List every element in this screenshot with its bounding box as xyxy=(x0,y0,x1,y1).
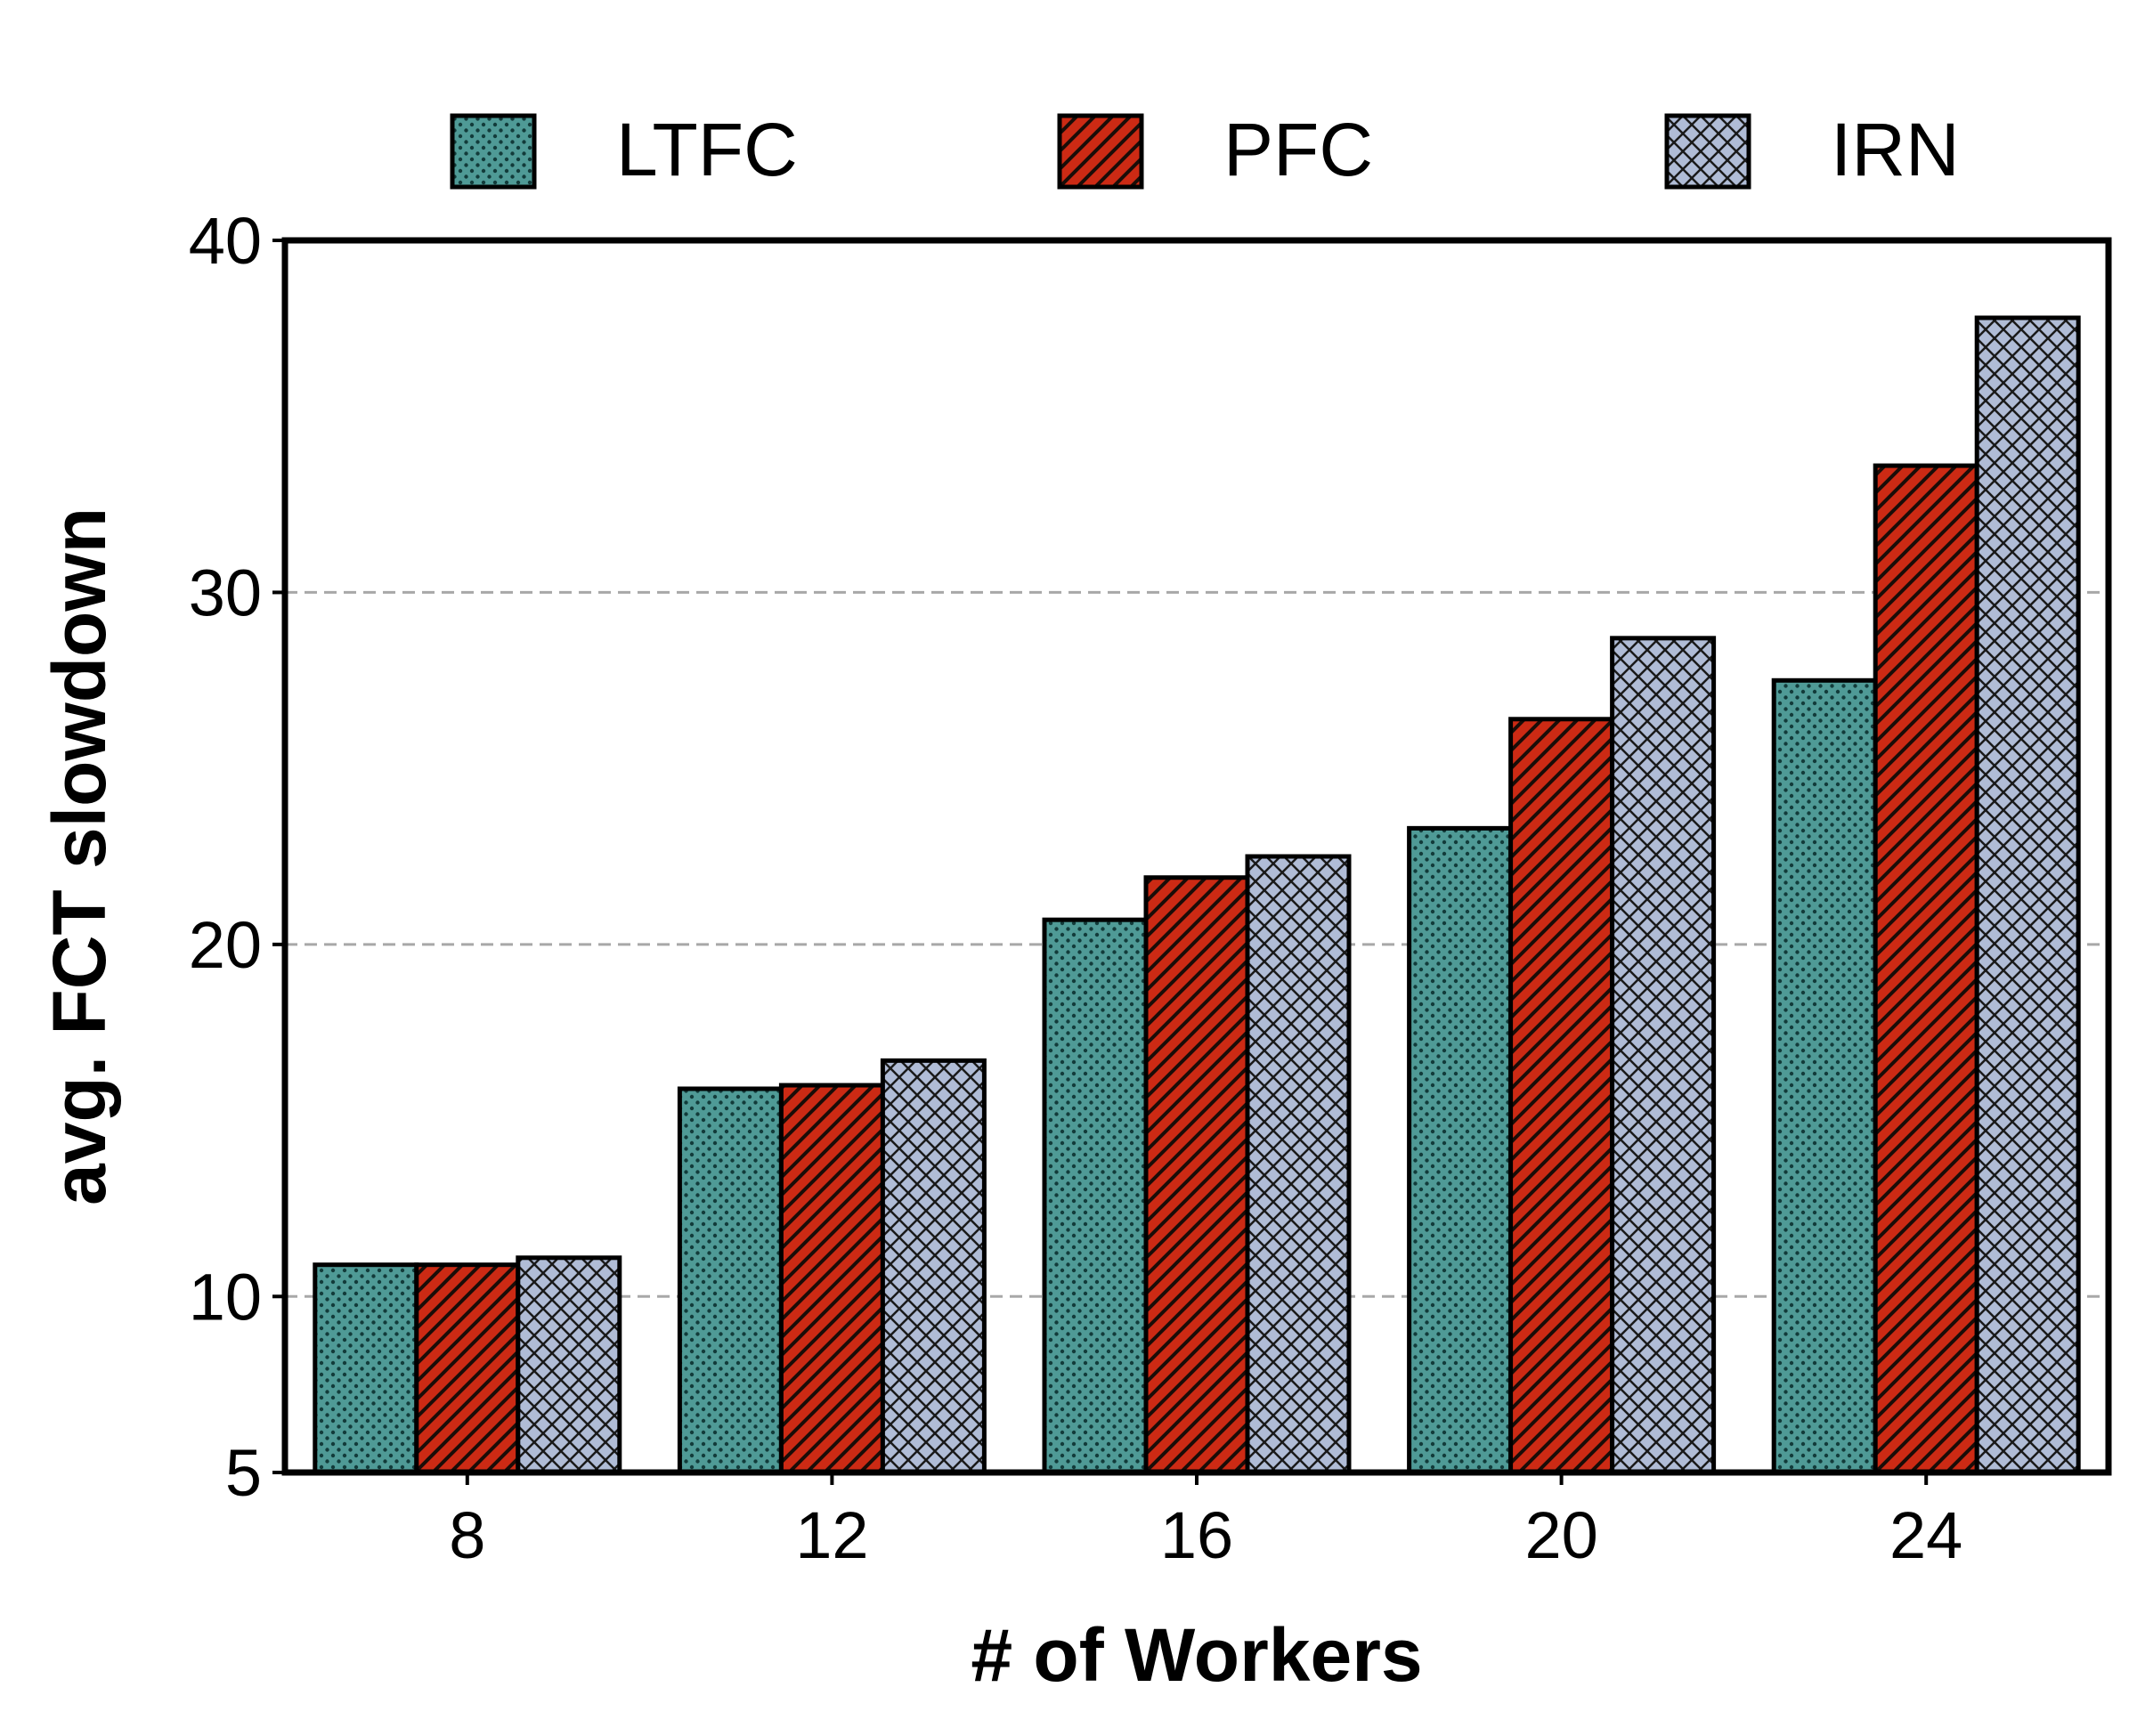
legend: LTFC PFC IRN xyxy=(450,108,1960,191)
bar-ltfc-8 xyxy=(313,1262,419,1475)
y-tick-label: 5 xyxy=(225,1436,262,1510)
bar-pfc-8 xyxy=(414,1262,521,1475)
x-axis-title: # of Workers xyxy=(971,1613,1422,1697)
bar-ltfc-20 xyxy=(1407,825,1514,1475)
bar-pfc-16 xyxy=(1143,875,1250,1475)
bar-irn-24 xyxy=(1974,315,2081,1475)
bar-pfc-12 xyxy=(778,1083,885,1475)
legend-label-ltfc: LTFC xyxy=(616,108,798,191)
legend-swatch-irn xyxy=(1664,113,1751,190)
x-axis: 8 12 16 20 24 xyxy=(449,1472,1962,1572)
y-tick-label: 20 xyxy=(189,908,262,982)
x-tick-label: 8 xyxy=(449,1498,485,1572)
bar-irn-20 xyxy=(1610,636,1717,1475)
legend-label-pfc: PFC xyxy=(1223,108,1373,191)
bar-ltfc-16 xyxy=(1042,917,1149,1475)
bar-pfc-24 xyxy=(1873,463,1979,1475)
x-tick-label: 20 xyxy=(1524,1498,1597,1572)
legend-label-irn: IRN xyxy=(1831,108,1960,191)
bar-ltfc-24 xyxy=(1771,677,1878,1475)
x-tick-label: 12 xyxy=(795,1498,868,1572)
bar-irn-12 xyxy=(880,1058,987,1475)
y-tick-label: 40 xyxy=(189,204,262,278)
y-axis: 5 10 20 30 40 xyxy=(189,204,285,1510)
x-tick-label: 24 xyxy=(1889,1498,1962,1572)
bars xyxy=(313,315,2081,1475)
y-axis-title: avg. FCT slowdown xyxy=(37,507,121,1205)
bar-irn-8 xyxy=(516,1255,622,1475)
y-tick-label: 10 xyxy=(189,1260,262,1334)
bar-pfc-20 xyxy=(1508,717,1615,1475)
bar-irn-16 xyxy=(1245,854,1352,1475)
y-tick-label: 30 xyxy=(189,556,262,629)
legend-swatch-pfc xyxy=(1057,113,1144,190)
bar-ltfc-12 xyxy=(677,1086,784,1475)
x-tick-label: 16 xyxy=(1160,1498,1233,1572)
legend-swatch-ltfc xyxy=(450,113,537,190)
